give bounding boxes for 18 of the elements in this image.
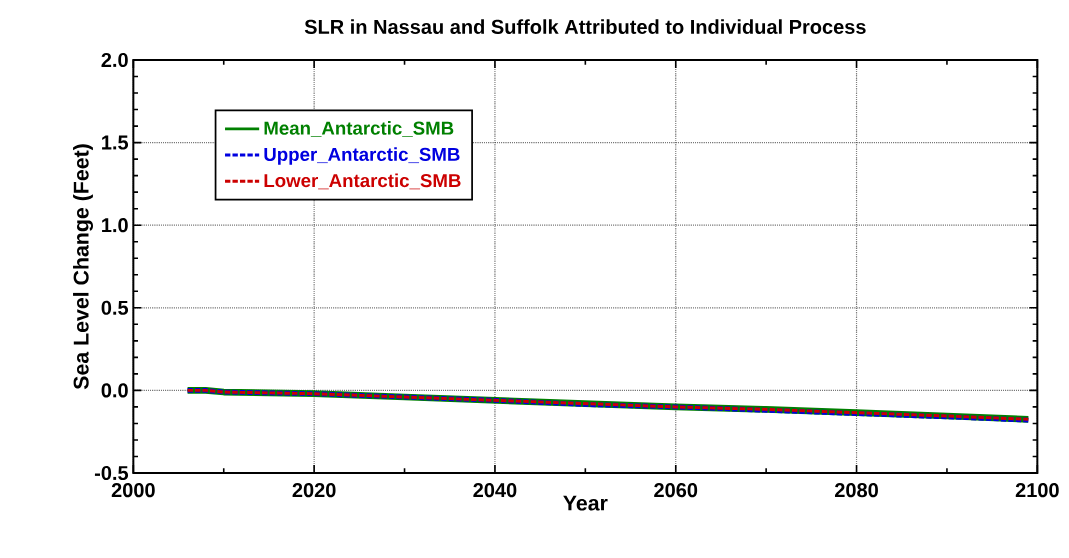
legend-label: Mean_Antarctic_SMB	[264, 121, 454, 137]
x-tick-label: 2060	[654, 483, 698, 498]
y-tick-label: 1.0	[102, 218, 128, 233]
y-axis-title: Sea Level Change (Feet)	[73, 144, 94, 390]
y-tick-label: 0.5	[101, 300, 129, 315]
y-tick-label: 0.0	[101, 383, 128, 398]
x-axis-title: Year	[563, 495, 608, 511]
chart-title: SLR in Nassau and Suffolk Attributed to Individual Process	[304, 19, 866, 34]
x-tick-label: 2020	[292, 483, 336, 498]
legend-label: Upper_Antarctic_SMB	[264, 147, 460, 165]
x-tick-label: 2040	[473, 483, 517, 498]
y-tick-label: -0.5	[94, 465, 129, 481]
y-tick-label: 1.5	[102, 135, 129, 150]
y-tick-label: 2.0	[101, 52, 128, 68]
x-tick-label: 2080	[834, 483, 878, 498]
x-tick-label: 2100	[1015, 483, 1059, 498]
x-tick-label: 2000	[111, 483, 155, 498]
legend-label: Lower_Antarctic_SMB	[264, 173, 461, 190]
